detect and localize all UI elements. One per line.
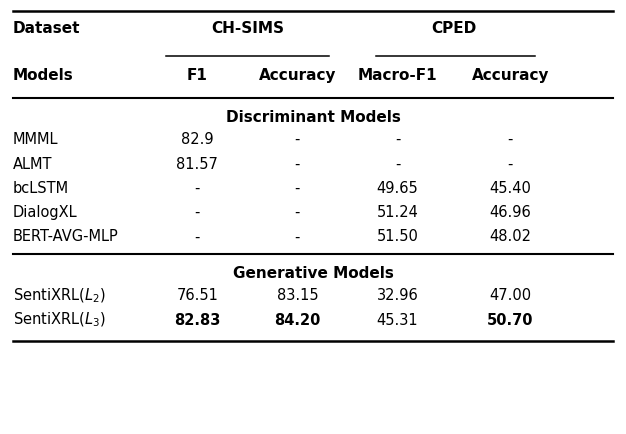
Text: SentiXRL($L_2$): SentiXRL($L_2$) bbox=[13, 287, 105, 305]
Text: -: - bbox=[295, 181, 300, 196]
Text: MMML: MMML bbox=[13, 132, 58, 147]
Text: 47.00: 47.00 bbox=[489, 289, 531, 303]
Text: 82.83: 82.83 bbox=[174, 313, 220, 328]
Text: Dataset: Dataset bbox=[13, 21, 80, 36]
Text: 45.31: 45.31 bbox=[377, 313, 418, 328]
Text: Generative Models: Generative Models bbox=[233, 266, 393, 281]
Text: -: - bbox=[395, 132, 400, 147]
Text: -: - bbox=[295, 157, 300, 171]
Text: -: - bbox=[195, 205, 200, 220]
Text: -: - bbox=[508, 132, 513, 147]
Text: 49.65: 49.65 bbox=[377, 181, 418, 196]
Text: Accuracy: Accuracy bbox=[259, 69, 336, 83]
Text: 76.51: 76.51 bbox=[177, 289, 218, 303]
Text: 32.96: 32.96 bbox=[377, 289, 418, 303]
Text: -: - bbox=[508, 157, 513, 171]
Text: Discriminant Models: Discriminant Models bbox=[225, 110, 401, 125]
Text: 51.24: 51.24 bbox=[377, 205, 418, 220]
Text: Macro-F1: Macro-F1 bbox=[357, 69, 438, 83]
Text: -: - bbox=[195, 230, 200, 244]
Text: 81.57: 81.57 bbox=[177, 157, 218, 171]
Text: ALMT: ALMT bbox=[13, 157, 52, 171]
Text: DialogXL: DialogXL bbox=[13, 205, 77, 220]
Text: -: - bbox=[195, 181, 200, 196]
Text: 48.02: 48.02 bbox=[489, 230, 531, 244]
Text: bcLSTM: bcLSTM bbox=[13, 181, 69, 196]
Text: -: - bbox=[395, 157, 400, 171]
Text: Models: Models bbox=[13, 69, 73, 83]
Text: SentiXRL($L_3$): SentiXRL($L_3$) bbox=[13, 311, 105, 329]
Text: CH-SIMS: CH-SIMS bbox=[211, 21, 284, 36]
Text: 45.40: 45.40 bbox=[490, 181, 531, 196]
Text: CPED: CPED bbox=[431, 21, 476, 36]
Text: BERT-AVG-MLP: BERT-AVG-MLP bbox=[13, 230, 118, 244]
Text: 50.70: 50.70 bbox=[487, 313, 533, 328]
Text: 51.50: 51.50 bbox=[377, 230, 418, 244]
Text: Accuracy: Accuracy bbox=[471, 69, 549, 83]
Text: -: - bbox=[295, 230, 300, 244]
Text: -: - bbox=[295, 205, 300, 220]
Text: 46.96: 46.96 bbox=[490, 205, 531, 220]
Text: 84.20: 84.20 bbox=[274, 313, 321, 328]
Text: -: - bbox=[295, 132, 300, 147]
Text: F1: F1 bbox=[187, 69, 208, 83]
Text: 82.9: 82.9 bbox=[181, 132, 213, 147]
Text: 83.15: 83.15 bbox=[277, 289, 318, 303]
